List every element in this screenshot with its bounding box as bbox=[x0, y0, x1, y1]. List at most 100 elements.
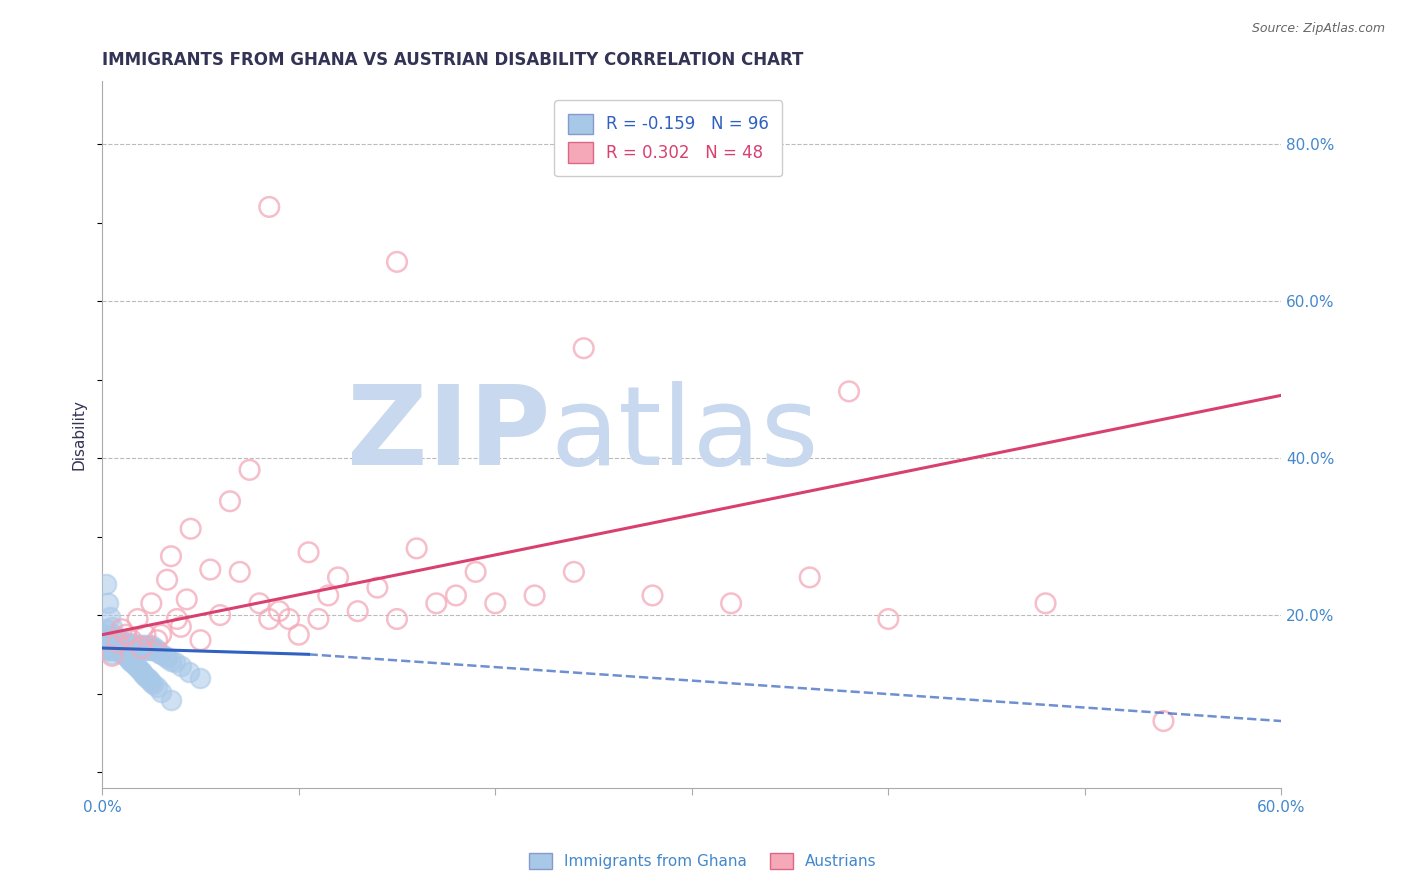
Point bbox=[128, 643, 150, 657]
Point bbox=[142, 677, 165, 691]
Point bbox=[316, 589, 339, 603]
Point bbox=[122, 646, 145, 660]
Point bbox=[114, 638, 136, 652]
Point bbox=[641, 589, 664, 603]
Point bbox=[108, 641, 131, 656]
Legend: R = -0.159   N = 96, R = 0.302   N = 48: R = -0.159 N = 96, R = 0.302 N = 48 bbox=[554, 100, 782, 176]
Point bbox=[134, 669, 156, 683]
Point bbox=[146, 643, 169, 657]
Point bbox=[141, 643, 163, 657]
Point bbox=[146, 681, 169, 695]
Point bbox=[101, 635, 124, 649]
Point bbox=[107, 638, 129, 652]
Point bbox=[385, 612, 408, 626]
Point bbox=[111, 633, 134, 648]
Point bbox=[121, 655, 143, 669]
Point bbox=[122, 640, 145, 654]
Point bbox=[97, 640, 120, 654]
Point bbox=[97, 643, 120, 657]
Point bbox=[131, 641, 153, 656]
Point bbox=[111, 643, 134, 657]
Point bbox=[94, 635, 117, 649]
Point bbox=[523, 589, 546, 603]
Point bbox=[150, 648, 173, 662]
Text: atlas: atlas bbox=[550, 381, 818, 488]
Point bbox=[136, 671, 159, 685]
Point bbox=[98, 643, 121, 657]
Point bbox=[136, 643, 159, 657]
Point bbox=[107, 632, 129, 646]
Point bbox=[200, 563, 222, 577]
Point bbox=[98, 609, 121, 624]
Point bbox=[259, 200, 281, 214]
Point bbox=[117, 635, 139, 649]
Point bbox=[153, 648, 176, 663]
Point bbox=[146, 633, 169, 648]
Point bbox=[444, 589, 467, 603]
Point bbox=[108, 635, 131, 649]
Point bbox=[97, 633, 120, 648]
Point bbox=[101, 620, 124, 634]
Point bbox=[160, 549, 183, 564]
Point bbox=[114, 643, 136, 657]
Legend: Immigrants from Ghana, Austrians: Immigrants from Ghana, Austrians bbox=[523, 847, 883, 875]
Point bbox=[141, 638, 163, 652]
Point bbox=[131, 665, 153, 679]
Point bbox=[572, 341, 595, 355]
Point bbox=[150, 685, 173, 699]
Point bbox=[134, 641, 156, 656]
Point bbox=[877, 612, 900, 626]
Point bbox=[176, 592, 198, 607]
Point bbox=[219, 494, 242, 508]
Point bbox=[127, 640, 149, 654]
Point bbox=[121, 633, 143, 648]
Point bbox=[97, 596, 120, 610]
Text: IMMIGRANTS FROM GHANA VS AUSTRIAN DISABILITY CORRELATION CHART: IMMIGRANTS FROM GHANA VS AUSTRIAN DISABI… bbox=[103, 51, 804, 69]
Point bbox=[112, 641, 135, 656]
Point bbox=[160, 693, 183, 707]
Point bbox=[720, 596, 742, 610]
Point bbox=[112, 646, 135, 660]
Point bbox=[117, 641, 139, 656]
Point bbox=[127, 661, 149, 675]
Point bbox=[277, 612, 299, 626]
Point bbox=[143, 641, 166, 656]
Point bbox=[138, 673, 160, 687]
Point bbox=[141, 674, 163, 689]
Point bbox=[307, 612, 329, 626]
Point bbox=[104, 641, 127, 656]
Point bbox=[114, 648, 136, 663]
Point bbox=[131, 638, 153, 652]
Point bbox=[107, 638, 129, 652]
Point bbox=[103, 640, 125, 654]
Point bbox=[118, 643, 141, 657]
Point bbox=[148, 646, 170, 660]
Point bbox=[405, 541, 427, 556]
Point bbox=[114, 628, 136, 642]
Text: Source: ZipAtlas.com: Source: ZipAtlas.com bbox=[1251, 22, 1385, 36]
Point bbox=[799, 570, 821, 584]
Text: ZIP: ZIP bbox=[347, 381, 550, 488]
Point bbox=[111, 622, 134, 636]
Point bbox=[103, 628, 125, 642]
Point bbox=[297, 545, 319, 559]
Point bbox=[108, 646, 131, 660]
Point bbox=[141, 596, 163, 610]
Point bbox=[112, 638, 135, 652]
Point bbox=[562, 565, 585, 579]
Point bbox=[177, 665, 200, 679]
Point bbox=[124, 643, 146, 657]
Point bbox=[1153, 714, 1175, 728]
Point bbox=[122, 657, 145, 671]
Point bbox=[111, 643, 134, 657]
Point bbox=[103, 643, 125, 657]
Point bbox=[326, 570, 349, 584]
Point bbox=[160, 654, 183, 668]
Point bbox=[127, 638, 149, 652]
Point bbox=[180, 522, 202, 536]
Point bbox=[229, 565, 252, 579]
Point bbox=[249, 596, 271, 610]
Point bbox=[101, 630, 124, 644]
Point bbox=[104, 635, 127, 649]
Point bbox=[97, 630, 120, 644]
